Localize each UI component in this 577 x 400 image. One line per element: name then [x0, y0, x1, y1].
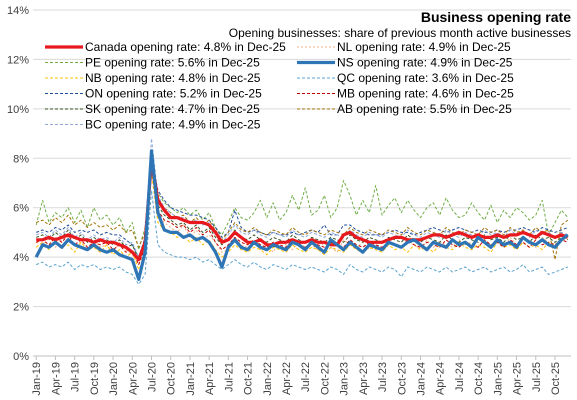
x-tick-label: Jan-25 [492, 362, 504, 396]
y-tick-label: 2% [13, 302, 29, 314]
y-axis: 0% 2% 4% 6% 8% 10% 12% 14% [7, 5, 29, 363]
series-line-0 [36, 159, 569, 262]
x-tick-label: Jul-24 [454, 362, 466, 392]
series-line-2 [35, 175, 569, 251]
x-tick-label: Jul-21 [223, 362, 235, 392]
x-tick-label: Apr-23 [358, 362, 370, 395]
series-line-3 [34, 149, 569, 281]
legend-label: PE opening rate: 5.6% in Dec-25 [85, 56, 260, 70]
y-tick-label: 10% [7, 104, 29, 116]
x-tick-label: Jan-23 [339, 362, 351, 396]
x-tick-label: Jul-25 [531, 362, 543, 392]
x-tick-label: Apr-25 [512, 362, 524, 395]
x-tick-label: Jan-21 [185, 362, 197, 396]
x-tick-label: Jan-22 [262, 362, 274, 396]
y-tick-label: 4% [13, 252, 29, 264]
legend-label: NS opening rate: 4.9% in Dec-25 [337, 56, 513, 70]
x-tick-label: Oct-23 [396, 362, 408, 395]
legend-label: ON opening rate: 5.2% in Dec-25 [85, 87, 262, 101]
x-tick-label: Oct-25 [550, 362, 562, 395]
x-tick-label: Oct-19 [89, 362, 101, 395]
x-tick-label: Apr-22 [281, 362, 293, 395]
legend-label: AB opening rate: 5.5% in Dec-25 [337, 102, 512, 116]
x-tick-label: Oct-20 [166, 362, 178, 395]
x-tick-label: Jan-24 [415, 362, 427, 396]
series-lines [34, 138, 569, 285]
legend-label: QC opening rate: 3.6% in Dec-25 [337, 71, 514, 85]
y-tick-label: 6% [13, 203, 29, 215]
x-tick-label: Apr-24 [435, 362, 447, 395]
x-tick-label: Jul-22 [300, 362, 312, 392]
legend-label: NB opening rate: 4.8% in Dec-25 [85, 71, 261, 85]
x-tick-label: Apr-19 [50, 362, 62, 395]
x-tick-label: Oct-22 [319, 362, 331, 395]
legend-label: Canada opening rate: 4.8% in Dec-25 [85, 40, 286, 54]
chart-title: Business opening rate [421, 9, 571, 25]
y-tick-label: 12% [7, 54, 29, 66]
x-tick-label: Oct-21 [243, 362, 255, 395]
x-tick-label: Jul-23 [377, 362, 389, 392]
x-tick-label: Oct-24 [473, 362, 485, 395]
legend-label: BC opening rate: 4.9% in Dec-25 [85, 118, 261, 132]
x-tick-label: Apr-21 [204, 362, 216, 395]
chart-subtitle: Opening businesses: share of previous mo… [229, 26, 571, 40]
legend-label: NL opening rate: 4.9% in Dec-25 [337, 40, 511, 54]
x-tick-label: Jan-20 [108, 362, 120, 396]
y-tick-label: 14% [7, 5, 29, 17]
legend-label: MB opening rate: 4.6% in Dec-25 [337, 87, 514, 101]
y-tick-label: 8% [13, 153, 29, 165]
x-axis: Jan-19 Apr-19 Jul-19 Oct-19 Jan-20 Apr-20 Jul-… [31, 356, 562, 396]
x-tick-label: Apr-20 [127, 362, 139, 395]
legend: Canada opening rate: 4.8% in Dec-25 NL op… [45, 40, 514, 132]
series-line-1 [36, 170, 569, 266]
x-tick-label: Jul-19 [70, 362, 82, 392]
x-tick-label: Jan-19 [31, 362, 43, 396]
y-tick-label: 0% [13, 351, 29, 363]
x-tick-label: Jul-20 [146, 362, 158, 392]
legend-label: SK opening rate: 4.7% in Dec-25 [85, 102, 260, 116]
series-line-5 [36, 189, 568, 285]
